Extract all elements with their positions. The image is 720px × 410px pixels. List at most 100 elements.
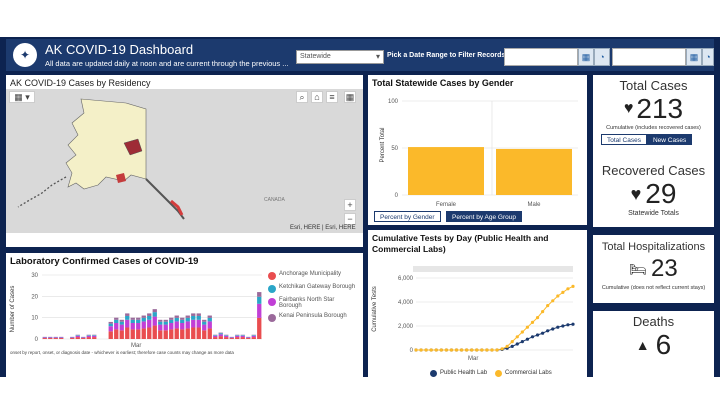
lab-legend-item[interactable]: Fairbanks North Star Borough xyxy=(268,297,358,309)
zoom-in-button[interactable]: + xyxy=(344,199,356,211)
lab-bar-segment xyxy=(224,337,229,339)
lab-bar-segment xyxy=(75,337,80,339)
hospitalizations-note: Cumulative (does not reflect current sta… xyxy=(601,285,706,291)
lab-bar-segment xyxy=(108,323,113,327)
tests-month-label: Mar xyxy=(468,356,478,362)
state-seal-icon: ✦ xyxy=(13,43,37,67)
y-tick-label: 4,000 xyxy=(398,300,414,306)
lab-legend-item[interactable]: Ketchikan Gateway Borough xyxy=(268,284,358,293)
lab-bar-segment xyxy=(114,317,119,320)
lab-bar-segment xyxy=(75,335,80,338)
lab-bar-segment xyxy=(229,338,234,339)
clock-icon[interactable]: ◔ xyxy=(594,48,610,66)
lab-bar-segment xyxy=(191,319,196,328)
series-point xyxy=(505,344,509,348)
lab-bar-segment xyxy=(224,335,229,336)
series-point xyxy=(485,348,489,352)
lab-bar-segment xyxy=(246,337,251,339)
lab-bar-segment xyxy=(251,335,256,338)
lab-bar-segment xyxy=(114,319,119,323)
lab-bar-segment xyxy=(240,335,245,338)
lab-bar-segment xyxy=(218,333,223,335)
bar-female xyxy=(408,147,484,195)
lab-bar-segment xyxy=(251,337,256,339)
tests-chart: Cumulative Tests 0 2,000 4,000 6,000 Mar xyxy=(372,266,575,362)
y-tick-label: 10 xyxy=(31,316,38,322)
layers-icon[interactable]: ≡ xyxy=(326,91,338,103)
lab-bar-segment xyxy=(147,319,152,328)
lab-bar-segment xyxy=(92,337,97,339)
series-point xyxy=(535,333,540,337)
lab-bar-segment xyxy=(240,335,245,336)
end-date-input[interactable] xyxy=(612,48,686,66)
series-point xyxy=(561,324,565,328)
region-select[interactable]: Statewide xyxy=(296,50,384,64)
lab-bar-segment xyxy=(147,327,152,339)
lab-bar-segment xyxy=(163,321,168,325)
legend-public-lab: Public Health Lab xyxy=(440,370,488,376)
lab-bar-segment xyxy=(42,338,47,339)
grid-icon[interactable]: ▦ xyxy=(344,91,356,103)
map-panel: AK COVID-19 Cases by Residency ▦ ▾ ⌕ ⌂ ≡… xyxy=(6,75,363,247)
total-cases-card: Total Cases ♥ 213 Cumulative (includes r… xyxy=(593,75,714,159)
y-tick-label: 0 xyxy=(395,193,399,199)
lab-bar-segment xyxy=(42,337,47,339)
calendar-icon[interactable]: ▦ xyxy=(578,48,594,66)
tab-percent-by-gender[interactable]: Percent by Gender xyxy=(374,211,441,222)
lab-bar-segment xyxy=(86,335,91,336)
legend-label: Anchorage Municipality xyxy=(279,271,342,277)
lab-bar-segment xyxy=(136,329,141,339)
calendar-icon[interactable]: ▦ xyxy=(686,48,702,66)
lab-legend-item[interactable]: Kenai Peninsula Borough xyxy=(268,313,358,322)
total-cases-value: 213 xyxy=(636,93,684,124)
lab-bar-segment xyxy=(224,335,229,338)
lab-bar-segment xyxy=(53,338,58,339)
start-date-input[interactable] xyxy=(504,48,578,66)
lab-bar-segment xyxy=(114,323,119,330)
series-point xyxy=(459,348,464,352)
tab-new-cases[interactable]: New Cases xyxy=(646,134,693,145)
tab-total-cases[interactable]: Total Cases xyxy=(601,134,647,145)
lab-bar-segment xyxy=(141,317,146,322)
series-point xyxy=(541,310,545,314)
lab-bar-segment xyxy=(213,337,218,339)
date-range-prompt: Pick a Date Range to Filter Records xyxy=(387,52,506,59)
commercial-lab-dot xyxy=(495,370,503,377)
legend-commercial-lab: Commercial Labs xyxy=(505,370,552,376)
lab-chart-title: Laboratory Confirmed Cases of COVID-19 xyxy=(10,256,199,267)
lab-legend-item[interactable]: Anchorage Municipality xyxy=(268,271,358,280)
anchorage-region[interactable] xyxy=(116,173,126,183)
tests-chart-title: Cumulative Tests by Day (Public Health a… xyxy=(372,233,549,254)
lab-bar-segment xyxy=(202,324,207,331)
ketchikan-region[interactable] xyxy=(170,199,184,216)
zoom-out-button[interactable]: − xyxy=(344,213,356,225)
lab-bar-segment xyxy=(152,309,157,313)
lab-bar-segment xyxy=(218,332,223,334)
series-point xyxy=(414,348,418,352)
basemap-toggle-icon[interactable]: ▦ ▾ xyxy=(9,91,35,103)
lab-bar-segment xyxy=(59,338,64,339)
lab-bar-segment xyxy=(158,330,163,339)
tab-percent-by-age[interactable]: Percent by Age Group xyxy=(446,211,522,222)
lab-bar-segment xyxy=(86,337,91,339)
time-range-slider[interactable] xyxy=(413,266,573,272)
fairbanks-region[interactable] xyxy=(123,138,143,156)
lab-bar-segment xyxy=(174,315,179,318)
deaths-value: 6 xyxy=(655,329,672,360)
series-point xyxy=(449,348,454,352)
home-icon[interactable]: ⌂ xyxy=(311,91,323,103)
alaska-map[interactable]: ▦ ▾ ⌕ ⌂ ≡ ▦ + − CANADA Esri, HERE | Esri… xyxy=(6,89,363,233)
lab-bar-segment xyxy=(130,329,135,339)
series-point xyxy=(556,325,560,329)
clock-icon[interactable]: ◔ xyxy=(702,48,714,66)
lab-bar-segment xyxy=(108,326,113,332)
y-tick-label: 20 xyxy=(31,294,38,300)
gender-panel: Total Statewide Cases by Gender Percent … xyxy=(368,75,587,225)
lab-bar-segment xyxy=(75,335,80,336)
bar-male xyxy=(496,148,572,195)
total-cases-label: Total Cases xyxy=(619,78,688,93)
legend-dot xyxy=(268,272,276,280)
lab-bar-segment xyxy=(229,337,234,339)
search-icon[interactable]: ⌕ xyxy=(296,91,308,103)
